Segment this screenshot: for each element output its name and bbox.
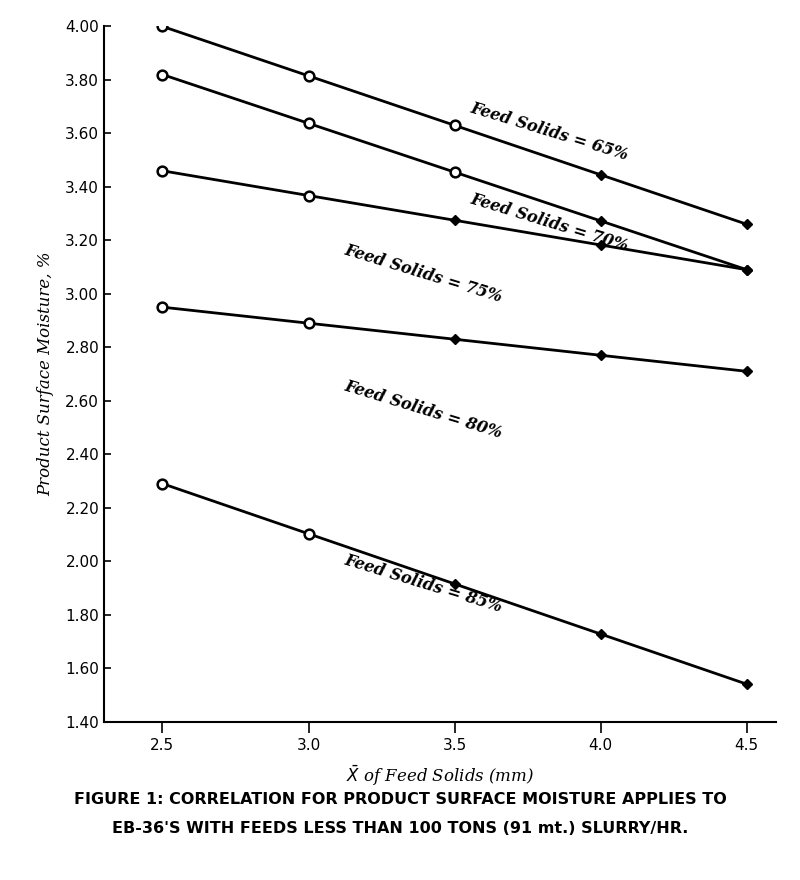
Y-axis label: Product Surface Moisture, %: Product Surface Moisture, % (37, 252, 54, 496)
X-axis label: $\bar{X}$ of Feed Solids (mm): $\bar{X}$ of Feed Solids (mm) (346, 764, 534, 788)
Text: Feed Solids = 75%: Feed Solids = 75% (342, 241, 505, 305)
Text: FIGURE 1: CORRELATION FOR PRODUCT SURFACE MOISTURE APPLIES TO: FIGURE 1: CORRELATION FOR PRODUCT SURFAC… (74, 791, 726, 807)
Text: Feed Solids = 80%: Feed Solids = 80% (342, 378, 505, 442)
Text: Feed Solids = 70%: Feed Solids = 70% (468, 190, 630, 254)
Text: Feed Solids = 85%: Feed Solids = 85% (342, 552, 505, 616)
Text: Feed Solids = 65%: Feed Solids = 65% (468, 99, 630, 164)
Text: EB-36'S WITH FEEDS LESS THAN 100 TONS (91 mt.) SLURRY/HR.: EB-36'S WITH FEEDS LESS THAN 100 TONS (9… (112, 821, 688, 837)
